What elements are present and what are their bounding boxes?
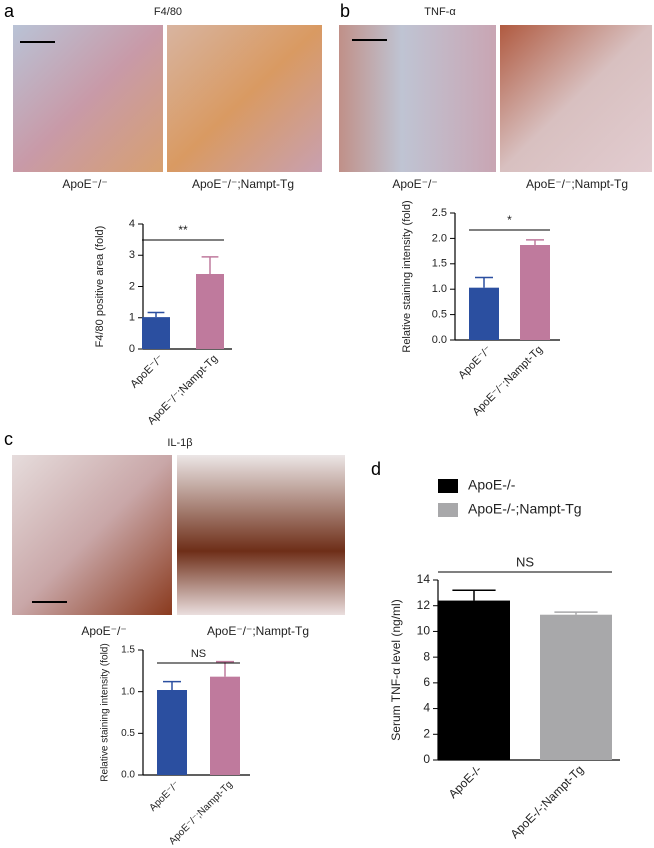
bar — [520, 245, 550, 340]
y-tick-label: 4 — [129, 218, 135, 230]
y-tick-label: 1 — [129, 312, 135, 324]
legend-label: ApoE-/- — [468, 477, 516, 493]
y-tick-label: 6 — [423, 675, 430, 689]
y-tick-label: 2 — [129, 280, 135, 292]
image-title: IL-1β — [167, 437, 192, 449]
bar — [142, 317, 170, 349]
y-tick-label: 1.0 — [121, 686, 135, 697]
y-tick-label: 1.5 — [432, 258, 447, 270]
micrograph — [339, 25, 496, 172]
panel-label: d — [371, 459, 381, 479]
significance-label: NS — [516, 554, 534, 569]
image-title: TNF-α — [424, 6, 456, 18]
image-caption: ApoE⁻/⁻ — [392, 177, 437, 191]
legend-swatch — [438, 503, 458, 517]
legend-label: ApoE-/-;Nampt-Tg — [468, 501, 582, 517]
y-tick-label: 8 — [423, 649, 430, 663]
y-tick-label: 1.5 — [121, 645, 135, 656]
y-tick-label: 10 — [417, 624, 431, 638]
legend-swatch — [438, 479, 458, 493]
y-axis-label: Relative staining intensity (fold) — [100, 643, 111, 781]
y-tick-label: 0.0 — [432, 334, 447, 346]
panel-label: a — [4, 1, 15, 21]
bar — [157, 690, 187, 775]
micrograph — [12, 455, 172, 615]
x-tick-label: ApoE-/-;Nampt-Tg — [508, 762, 587, 841]
significance-label: * — [507, 213, 512, 227]
bar — [540, 614, 612, 760]
x-tick-label: ApoE⁻/⁻ — [128, 353, 166, 391]
y-tick-label: 0.5 — [121, 728, 135, 739]
y-tick-label: 2.5 — [432, 207, 447, 219]
bar — [438, 600, 510, 760]
image-caption: ApoE⁻/⁻ — [81, 624, 126, 638]
x-tick-label: ApoE⁻/⁻ — [456, 344, 494, 382]
image-caption: ApoE⁻/⁻;Nampt-Tg — [207, 624, 309, 638]
y-axis-label: Serum TNF-α level (ng/ml) — [389, 599, 403, 740]
significance-label: NS — [191, 648, 206, 660]
micrograph — [167, 25, 322, 172]
y-tick-label: 1.0 — [432, 283, 447, 295]
y-tick-label: 0 — [423, 752, 430, 766]
image-caption: ApoE⁻/⁻ — [62, 177, 107, 191]
y-tick-label: 12 — [417, 598, 431, 612]
y-tick-label: 4 — [423, 701, 430, 715]
y-tick-label: 2.0 — [432, 232, 447, 244]
bar — [196, 274, 224, 349]
panel-label: b — [340, 1, 350, 21]
x-tick-label: ApoE-/- — [446, 762, 485, 801]
y-tick-label: 2 — [423, 726, 430, 740]
x-tick-label: ApoE⁻/⁻ — [147, 779, 182, 814]
image-caption: ApoE⁻/⁻;Nampt-Tg — [526, 177, 628, 191]
image-title: F4/80 — [154, 6, 182, 18]
y-tick-label: 14 — [417, 572, 431, 586]
micrograph — [500, 25, 652, 172]
y-tick-label: 0.0 — [121, 770, 135, 781]
panel-label: c — [4, 429, 13, 449]
y-tick-label: 3 — [129, 249, 135, 261]
micrograph — [177, 455, 345, 615]
bar — [210, 676, 240, 775]
image-caption: ApoE⁻/⁻;Nampt-Tg — [192, 177, 294, 191]
bar — [469, 287, 499, 340]
y-tick-label: 0.5 — [432, 309, 447, 321]
y-tick-label: 0 — [129, 343, 135, 355]
significance-label: ** — [178, 223, 188, 237]
y-axis-label: F4/80 positive area (fold) — [94, 226, 106, 348]
micrograph — [13, 25, 163, 172]
y-axis-label: Relative staining intensity (fold) — [401, 200, 413, 352]
